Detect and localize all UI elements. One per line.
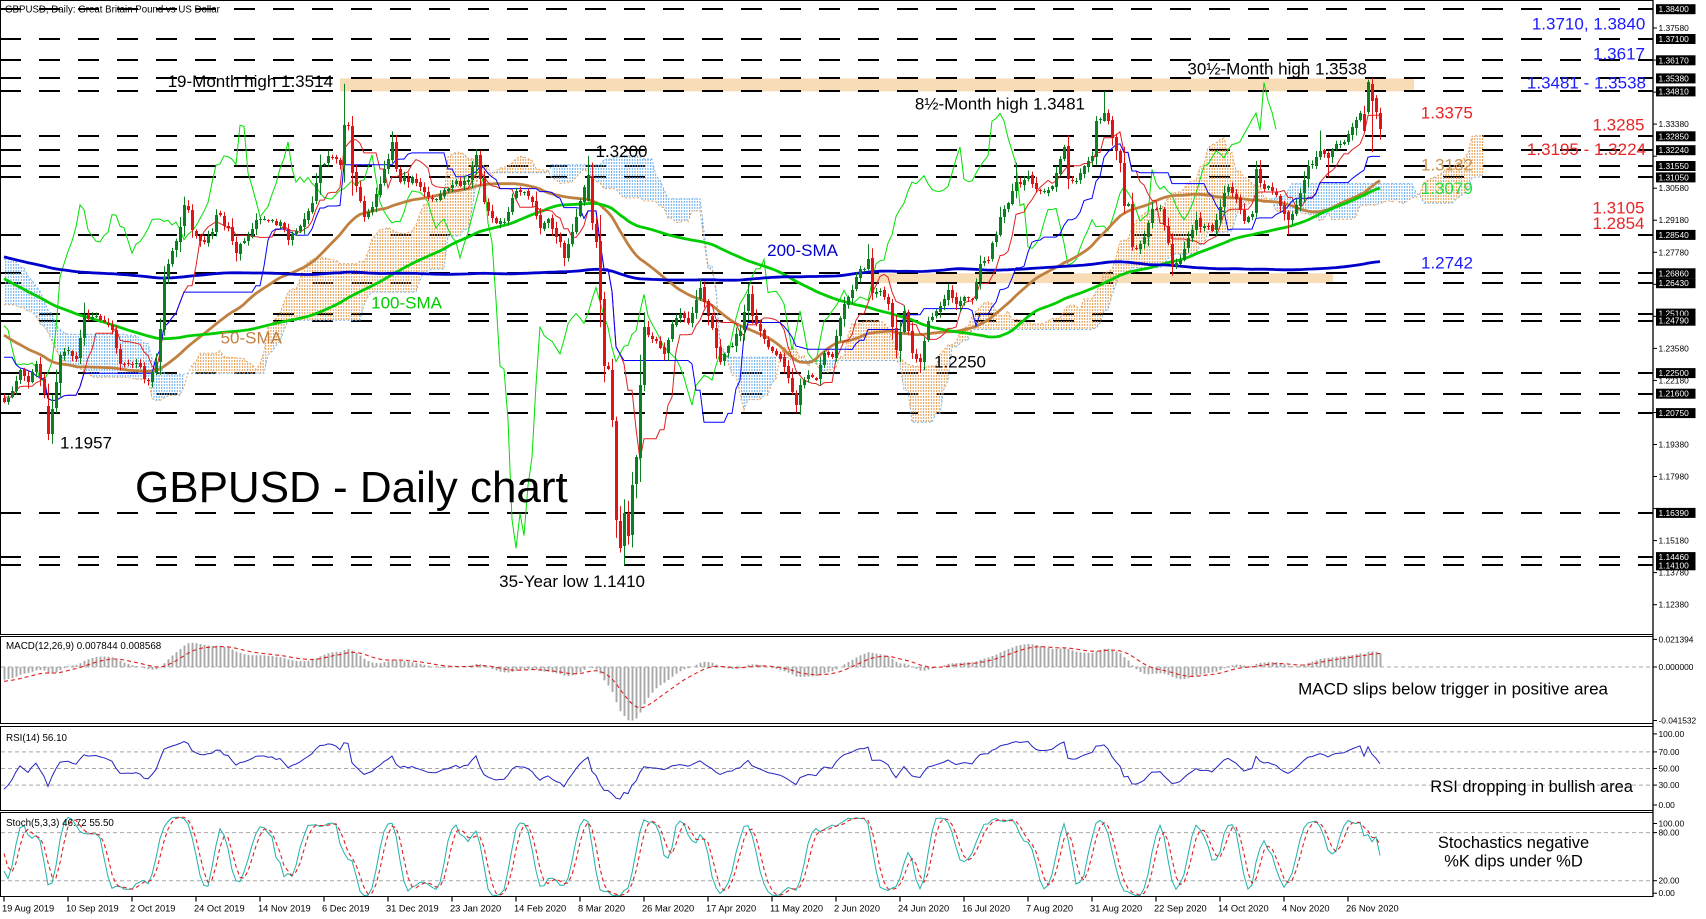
svg-text:2 Oct 2019: 2 Oct 2019 [130, 904, 175, 914]
svg-text:1.26430: 1.26430 [1659, 278, 1690, 288]
svg-text:26 Mar 2020: 26 Mar 2020 [642, 904, 694, 914]
svg-text:RSI(14) 56.10: RSI(14) 56.10 [6, 733, 68, 744]
svg-text:RSI dropping in bullish area: RSI dropping in bullish area [1430, 778, 1634, 796]
svg-text:50.00: 50.00 [1659, 764, 1680, 774]
svg-text:22 Sep 2020: 22 Sep 2020 [1154, 904, 1207, 914]
svg-text:31 Aug 2020: 31 Aug 2020 [1090, 904, 1142, 914]
svg-text:1.2742: 1.2742 [1421, 254, 1473, 273]
svg-text:14 Oct 2020: 14 Oct 2020 [1218, 904, 1269, 914]
svg-text:Stochastics negative: Stochastics negative [1438, 834, 1589, 852]
svg-text:16 Jul 2020: 16 Jul 2020 [962, 904, 1010, 914]
svg-text:80.00: 80.00 [1659, 828, 1680, 838]
svg-text:1.28540: 1.28540 [1659, 230, 1690, 240]
svg-text:1.22180: 1.22180 [1659, 375, 1690, 385]
svg-text:GBPUSD, Daily: Great Britain: GBPUSD, Daily: Great Britain Pound vs US… [5, 5, 221, 16]
svg-text:1.3132: 1.3132 [1421, 155, 1473, 174]
svg-text:1.27780: 1.27780 [1659, 247, 1690, 257]
svg-text:1.21600: 1.21600 [1659, 389, 1690, 399]
svg-text:1.24790: 1.24790 [1659, 316, 1690, 326]
svg-text:8 Mar 2020: 8 Mar 2020 [578, 904, 625, 914]
svg-text:31 Dec 2019: 31 Dec 2019 [386, 904, 439, 914]
svg-text:1.3200: 1.3200 [596, 142, 648, 161]
svg-text:30½-Month high 1.3538: 30½-Month high 1.3538 [1187, 60, 1367, 79]
svg-text:1.19380: 1.19380 [1659, 440, 1690, 450]
svg-text:19 Aug 2019: 19 Aug 2019 [2, 904, 54, 914]
svg-text:100.00: 100.00 [1659, 729, 1685, 739]
svg-text:1.3375: 1.3375 [1421, 104, 1473, 123]
svg-text:1.20750: 1.20750 [1659, 408, 1690, 418]
svg-text:1.3195 - 1.3224: 1.3195 - 1.3224 [1527, 140, 1646, 159]
svg-text:10 Sep 2019: 10 Sep 2019 [66, 904, 119, 914]
svg-text:0.021394: 0.021394 [1659, 634, 1694, 644]
svg-text:19-Month high 1.3514: 19-Month high 1.3514 [168, 72, 333, 91]
svg-text:1.13780: 1.13780 [1659, 568, 1690, 578]
svg-text:70.00: 70.00 [1659, 747, 1680, 757]
svg-text:7 Aug 2020: 7 Aug 2020 [1026, 904, 1073, 914]
svg-text:26 Nov 2020: 26 Nov 2020 [1346, 904, 1399, 914]
svg-text:1.23580: 1.23580 [1659, 343, 1690, 353]
svg-text:1.26860: 1.26860 [1659, 268, 1690, 278]
svg-text:24 Oct 2019: 24 Oct 2019 [194, 904, 245, 914]
svg-text:23 Jan 2020: 23 Jan 2020 [450, 904, 501, 914]
svg-text:GBPUSD - Daily chart: GBPUSD - Daily chart [135, 463, 568, 512]
svg-text:1.14460: 1.14460 [1659, 552, 1690, 562]
svg-text:1.36170: 1.36170 [1659, 55, 1690, 65]
svg-text:1.22500: 1.22500 [1659, 368, 1690, 378]
svg-text:0.00: 0.00 [1659, 888, 1676, 898]
svg-text:1.3710, 1.3840: 1.3710, 1.3840 [1532, 15, 1645, 34]
svg-text:1.31550: 1.31550 [1659, 161, 1690, 171]
svg-text:0.000000: 0.000000 [1659, 662, 1694, 672]
svg-text:1.3617: 1.3617 [1593, 44, 1645, 63]
svg-text:11 May 2020: 11 May 2020 [770, 904, 823, 914]
svg-text:1.29180: 1.29180 [1659, 215, 1690, 225]
svg-text:1.2250: 1.2250 [934, 352, 986, 371]
svg-text:1.32850: 1.32850 [1659, 131, 1690, 141]
svg-text:%K dips under %D: %K dips under %D [1444, 853, 1583, 871]
svg-text:17 Apr 2020: 17 Apr 2020 [706, 904, 756, 914]
svg-text:4 Nov 2020: 4 Nov 2020 [1282, 904, 1330, 914]
svg-text:14 Nov 2019: 14 Nov 2019 [258, 904, 311, 914]
svg-text:1.15180: 1.15180 [1659, 536, 1690, 546]
svg-text:1.16390: 1.16390 [1659, 508, 1690, 518]
svg-text:2 Jun 2020: 2 Jun 2020 [834, 904, 880, 914]
svg-text:1.32240: 1.32240 [1659, 145, 1690, 155]
svg-text:Stoch(5,3,3) 46.72 55.50: Stoch(5,3,3) 46.72 55.50 [6, 818, 114, 829]
svg-text:1.14100: 1.14100 [1659, 560, 1690, 570]
svg-text:1.30580: 1.30580 [1659, 183, 1690, 193]
svg-text:6 Dec 2019: 6 Dec 2019 [322, 904, 370, 914]
svg-text:1.33380: 1.33380 [1659, 119, 1690, 129]
svg-text:20.00: 20.00 [1659, 876, 1680, 886]
svg-text:24 Jun 2020: 24 Jun 2020 [898, 904, 949, 914]
svg-text:1.37580: 1.37580 [1659, 23, 1690, 33]
svg-text:1.25100: 1.25100 [1659, 309, 1690, 319]
svg-text:1.34810: 1.34810 [1659, 86, 1690, 96]
svg-text:1.3285: 1.3285 [1593, 116, 1645, 135]
svg-text:30.00: 30.00 [1659, 780, 1680, 790]
svg-text:100.00: 100.00 [1659, 819, 1685, 829]
svg-text:1.31050: 1.31050 [1659, 172, 1690, 182]
svg-text:50-SMA: 50-SMA [221, 329, 283, 348]
svg-text:-0.041532: -0.041532 [1659, 716, 1697, 726]
svg-text:1.3481 - 1.3538: 1.3481 - 1.3538 [1527, 74, 1646, 93]
svg-text:100-SMA: 100-SMA [371, 294, 443, 313]
svg-text:14 Feb 2020: 14 Feb 2020 [514, 904, 566, 914]
svg-text:1.2854: 1.2854 [1593, 214, 1645, 233]
svg-text:200-SMA: 200-SMA [767, 241, 839, 260]
svg-text:1.3079: 1.3079 [1421, 179, 1473, 198]
svg-text:1.17980: 1.17980 [1659, 472, 1690, 482]
svg-text:0.00: 0.00 [1659, 800, 1676, 810]
svg-text:MACD slips below trigger in po: MACD slips below trigger in positive are… [1298, 680, 1608, 699]
svg-text:1.12380: 1.12380 [1659, 600, 1690, 610]
svg-text:35-Year low 1.1410: 35-Year low 1.1410 [499, 572, 645, 591]
svg-text:8½-Month high 1.3481: 8½-Month high 1.3481 [915, 95, 1085, 114]
svg-text:1.3105: 1.3105 [1593, 198, 1645, 217]
svg-text:1.38400: 1.38400 [1659, 4, 1690, 14]
svg-text:1.37100: 1.37100 [1659, 34, 1690, 44]
svg-text:1.1957: 1.1957 [60, 433, 112, 452]
svg-text:1.35380: 1.35380 [1659, 73, 1690, 83]
svg-text:MACD(12,26,9) 0.007844 0.00856: MACD(12,26,9) 0.007844 0.008568 [6, 641, 162, 652]
